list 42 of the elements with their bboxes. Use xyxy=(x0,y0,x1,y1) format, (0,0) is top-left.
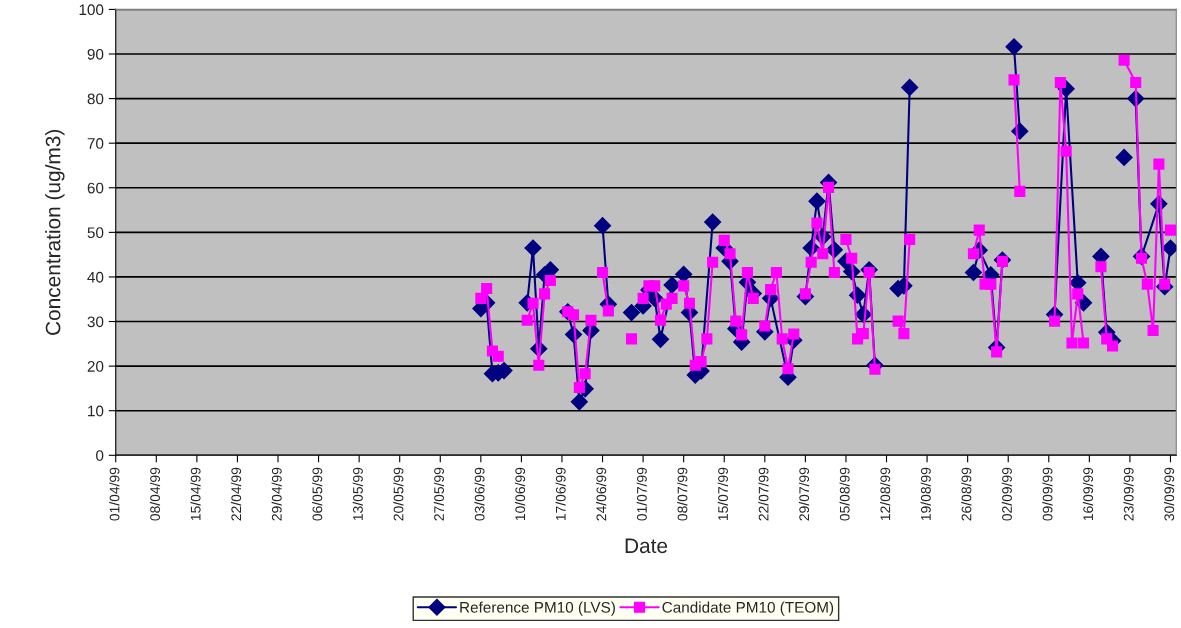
x-tick-label: 26/08/99 xyxy=(961,467,972,521)
x-tick-label: 06/05/99 xyxy=(312,467,323,521)
x-axis-title: Date xyxy=(625,538,668,554)
y-tick-label: 20 xyxy=(87,360,104,372)
x-tick-label: 20/05/99 xyxy=(393,467,404,521)
x-tick-label: 08/04/99 xyxy=(149,467,161,521)
y-tick-label: 10 xyxy=(88,405,104,417)
x-tick-label: 27/05/99 xyxy=(433,467,444,521)
x-tick-label: 13/05/99 xyxy=(352,467,363,521)
x-tick-label: 22/07/99 xyxy=(758,467,769,521)
legend-label: Reference PM10 (LVS) xyxy=(460,601,615,616)
x-tick-label: 22/04/99 xyxy=(230,467,242,521)
x-tick-label: 24/06/99 xyxy=(596,467,607,521)
y-tick-label: 50 xyxy=(87,227,104,239)
x-tick-label: 05/08/99 xyxy=(839,467,850,521)
x-tick-label: 15/04/99 xyxy=(190,467,201,521)
y-tick-label: 90 xyxy=(87,48,104,60)
x-tick-label: 16/09/99 xyxy=(1082,467,1094,521)
x-tick-label: 17/06/99 xyxy=(555,467,566,521)
x-tick-label: 01/04/99 xyxy=(109,467,120,521)
x-tick-label: 23/09/99 xyxy=(1123,467,1134,521)
y-tick-label: 70 xyxy=(87,138,104,149)
x-tick-label: 12/08/99 xyxy=(880,467,891,521)
y-tick-label: 0 xyxy=(96,450,104,461)
y-axis-title: Concentration (ug/m3) xyxy=(45,130,65,335)
x-tick-label: 03/06/99 xyxy=(474,467,485,521)
x-tick-label: 19/08/99 xyxy=(920,467,931,521)
x-tick-label: 29/07/99 xyxy=(798,467,810,521)
x-tick-label: 10/06/99 xyxy=(514,467,526,521)
y-tick-label: 30 xyxy=(87,316,104,328)
x-tick-label: 08/07/99 xyxy=(677,467,688,521)
y-tick-label: 40 xyxy=(87,271,104,283)
x-tick-label: 01/07/99 xyxy=(636,467,647,521)
x-tick-label: 02/09/99 xyxy=(1001,467,1012,521)
x-tick-label: 15/07/99 xyxy=(717,467,728,521)
y-tick-label: 60 xyxy=(87,182,104,194)
x-tick-label: 29/04/99 xyxy=(271,467,282,521)
y-tick-label: 80 xyxy=(87,93,104,105)
legend-label: Candidate PM10 (TEOM) xyxy=(662,601,834,616)
x-tick-label: 09/09/99 xyxy=(1042,467,1053,521)
y-tick-label: 100 xyxy=(79,4,104,16)
x-tick-label: 30/09/99 xyxy=(1164,467,1175,521)
